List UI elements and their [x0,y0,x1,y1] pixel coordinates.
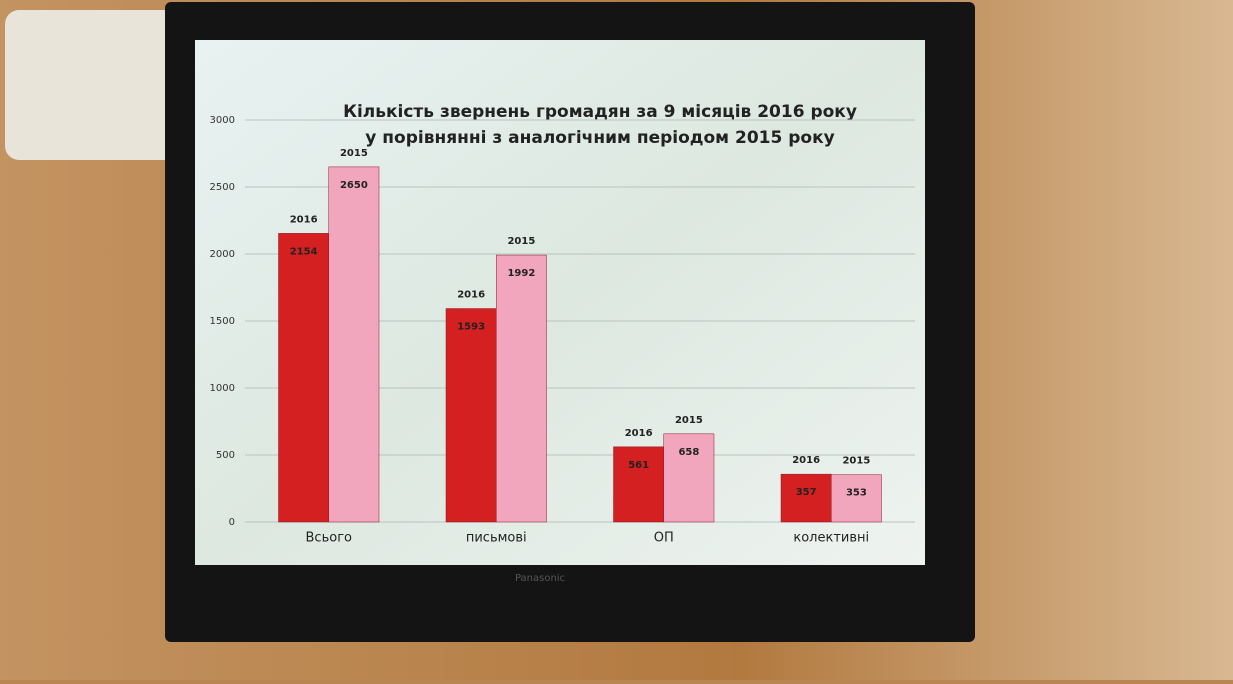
x-tick-label: письмові [466,531,527,546]
value-label: 561 [628,460,649,471]
value-label: 1992 [507,268,535,279]
y-tick-label: 0 [229,517,235,528]
bar [613,446,664,523]
value-label: 357 [796,487,817,498]
tv-brand: Panasonic [515,573,565,584]
x-tick-label: Всього [306,531,353,546]
y-tick-label: 500 [216,450,235,461]
bar [445,308,497,523]
y-tick-label: 2000 [210,249,235,260]
value-label: 2650 [340,180,368,191]
value-label: 353 [846,488,867,499]
series-label: 2016 [290,214,318,225]
y-tick-label: 2500 [210,182,235,193]
value-label: 2154 [290,246,318,257]
series-label: 2015 [842,456,870,467]
bar [496,254,547,523]
y-tick-label: 1500 [210,316,235,327]
chart-title: у порівнянні з аналогічним періодом 2015… [365,128,834,148]
bar [328,166,380,523]
bar [278,233,329,523]
y-tick-label: 1000 [210,383,235,394]
series-label: 2016 [457,290,485,301]
value-label: 658 [678,447,699,458]
series-label: 2015 [507,236,535,247]
series-label: 2016 [625,428,653,439]
chart-title: Кількість звернень громадян за 9 місяців… [343,102,857,122]
series-label: 2015 [340,148,368,159]
series-label: 2015 [675,415,703,426]
x-tick-label: ОП [654,531,674,546]
bar [780,473,832,523]
bar [831,474,882,523]
y-tick-label: 3000 [210,115,235,126]
series-label: 2016 [792,455,820,466]
bar [663,433,715,523]
value-label: 1593 [457,322,485,333]
x-tick-label: колективні [793,531,869,546]
